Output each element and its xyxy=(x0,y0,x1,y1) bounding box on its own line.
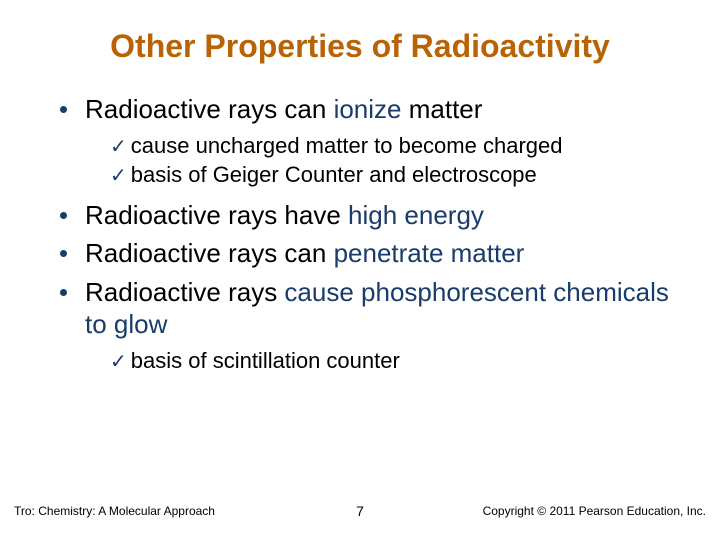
check-icon: ✓ xyxy=(110,163,127,188)
sub-list: ✓basis of scintillation counter xyxy=(60,347,680,375)
bullet-dot-icon xyxy=(60,250,67,257)
bullet-text: Radioactive rays have high energy xyxy=(85,199,484,232)
bullet-text: Radioactive rays can penetrate matter xyxy=(85,237,524,270)
sub-bullet-item: ✓basis of Geiger Counter and electroscop… xyxy=(110,161,680,189)
sub-bullet-item: ✓basis of scintillation counter xyxy=(110,347,680,375)
footer-left: Tro: Chemistry: A Molecular Approach xyxy=(14,504,215,518)
sub-list: ✓cause uncharged matter to become charge… xyxy=(60,132,680,189)
bullet-dot-icon xyxy=(60,212,67,219)
slide-footer: Tro: Chemistry: A Molecular Approach 7 C… xyxy=(0,504,720,518)
bullet-item: Radioactive rays cause phosphorescent ch… xyxy=(60,276,680,341)
check-icon: ✓ xyxy=(110,134,127,159)
slide-title: Other Properties of Radioactivity xyxy=(30,28,690,65)
slide: Other Properties of Radioactivity Radioa… xyxy=(0,0,720,540)
bullet-text: Radioactive rays cause phosphorescent ch… xyxy=(85,276,680,341)
plain-text: matter xyxy=(402,94,483,124)
slide-content: Radioactive rays can ionize matter✓cause… xyxy=(30,93,690,374)
plain-text: Radioactive rays can xyxy=(85,238,334,268)
bullet-item: Radioactive rays can penetrate matter xyxy=(60,237,680,270)
highlight-text: high energy xyxy=(348,200,484,230)
plain-text: Radioactive rays can xyxy=(85,94,334,124)
bullet-item: Radioactive rays can ionize matter xyxy=(60,93,680,126)
bullet-dot-icon xyxy=(60,289,67,296)
highlight-text: ionize xyxy=(334,94,402,124)
footer-right: Copyright © 2011 Pearson Education, Inc. xyxy=(483,504,706,518)
sub-bullet-text: basis of Geiger Counter and electroscope xyxy=(131,161,537,189)
bullet-dot-icon xyxy=(60,106,67,113)
plain-text: Radioactive rays xyxy=(85,277,284,307)
plain-text: Radioactive rays have xyxy=(85,200,348,230)
sub-bullet-text: cause uncharged matter to become charged xyxy=(131,132,563,160)
bullet-item: Radioactive rays have high energy xyxy=(60,199,680,232)
footer-page-number: 7 xyxy=(356,503,364,519)
sub-bullet-text: basis of scintillation counter xyxy=(131,347,400,375)
bullet-text: Radioactive rays can ionize matter xyxy=(85,93,482,126)
check-icon: ✓ xyxy=(110,349,127,374)
highlight-text: penetrate matter xyxy=(334,238,525,268)
sub-bullet-item: ✓cause uncharged matter to become charge… xyxy=(110,132,680,160)
